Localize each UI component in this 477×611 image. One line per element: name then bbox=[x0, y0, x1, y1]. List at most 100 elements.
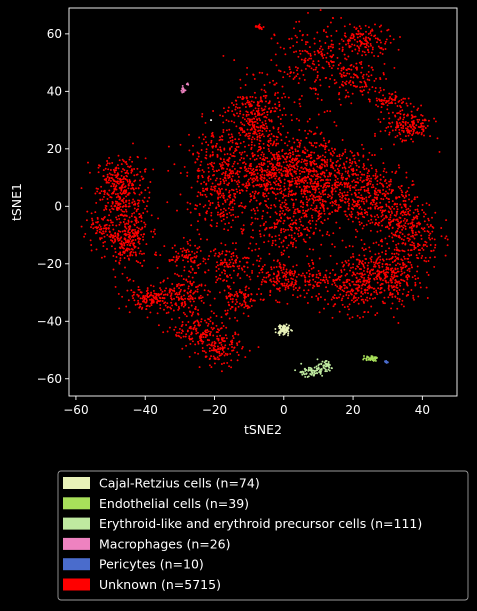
data-point bbox=[367, 261, 370, 264]
data-point bbox=[397, 249, 400, 252]
data-point bbox=[347, 170, 350, 173]
data-point bbox=[334, 202, 336, 205]
data-point bbox=[198, 233, 201, 236]
data-point bbox=[275, 142, 278, 145]
data-point bbox=[194, 351, 196, 354]
data-point bbox=[226, 312, 229, 315]
data-point bbox=[229, 261, 232, 264]
data-point bbox=[256, 209, 259, 212]
data-point bbox=[417, 107, 420, 110]
data-point bbox=[301, 201, 304, 204]
data-point bbox=[353, 301, 355, 304]
data-point bbox=[342, 281, 345, 284]
data-point bbox=[343, 287, 346, 290]
data-point bbox=[421, 122, 424, 125]
data-point bbox=[374, 253, 377, 256]
data-point bbox=[166, 302, 169, 305]
data-point bbox=[197, 309, 200, 312]
data-point bbox=[176, 285, 179, 288]
data-point bbox=[373, 196, 376, 199]
data-point bbox=[120, 163, 123, 166]
data-point bbox=[360, 268, 362, 271]
data-point bbox=[225, 179, 228, 182]
data-point bbox=[298, 154, 301, 157]
data-point bbox=[374, 203, 377, 206]
data-point bbox=[424, 240, 427, 243]
data-point bbox=[402, 219, 405, 222]
data-point bbox=[389, 263, 391, 266]
data-point bbox=[209, 224, 212, 227]
data-point bbox=[190, 295, 193, 298]
data-point bbox=[348, 308, 350, 311]
data-point bbox=[215, 315, 218, 317]
data-point bbox=[219, 138, 222, 141]
data-point bbox=[400, 220, 403, 223]
data-point bbox=[429, 256, 432, 259]
data-point bbox=[411, 276, 414, 279]
data-point bbox=[270, 119, 273, 122]
data-point bbox=[128, 205, 131, 208]
data-point bbox=[292, 137, 295, 140]
data-point bbox=[216, 261, 218, 264]
data-point bbox=[234, 316, 236, 319]
data-point bbox=[216, 213, 219, 216]
data-point bbox=[328, 234, 331, 237]
data-point bbox=[355, 189, 357, 192]
data-point bbox=[187, 287, 190, 290]
data-point bbox=[329, 254, 332, 257]
plot-area bbox=[69, 8, 457, 396]
data-point bbox=[274, 281, 276, 284]
data-point bbox=[318, 229, 321, 232]
data-point bbox=[212, 334, 215, 337]
data-point bbox=[227, 163, 230, 166]
data-point bbox=[331, 283, 334, 286]
data-point bbox=[232, 172, 235, 174]
data-point bbox=[416, 265, 419, 268]
data-point bbox=[352, 255, 355, 258]
data-point bbox=[99, 238, 102, 241]
data-point bbox=[246, 154, 249, 157]
data-point bbox=[360, 239, 363, 241]
data-point bbox=[235, 142, 238, 145]
data-point bbox=[100, 227, 103, 230]
data-point bbox=[233, 199, 236, 202]
data-point bbox=[146, 316, 149, 319]
data-point bbox=[124, 208, 127, 211]
data-point bbox=[348, 245, 351, 247]
data-point bbox=[365, 223, 368, 226]
data-point bbox=[178, 287, 181, 290]
data-point bbox=[380, 206, 383, 209]
data-point bbox=[319, 278, 322, 281]
data-point bbox=[280, 190, 283, 193]
data-point bbox=[304, 276, 307, 279]
data-point bbox=[213, 174, 215, 176]
data-point bbox=[137, 247, 140, 250]
data-point bbox=[292, 202, 295, 205]
data-point bbox=[144, 294, 147, 297]
data-point bbox=[334, 284, 337, 287]
data-point bbox=[155, 254, 158, 257]
data-point bbox=[166, 306, 169, 309]
data-point bbox=[361, 213, 364, 216]
data-point bbox=[317, 175, 320, 178]
data-point bbox=[398, 289, 401, 291]
data-point bbox=[416, 217, 419, 220]
data-point bbox=[291, 193, 293, 196]
data-point bbox=[212, 327, 215, 330]
data-point bbox=[403, 203, 406, 206]
data-point bbox=[394, 203, 397, 206]
data-point bbox=[268, 226, 271, 229]
data-point bbox=[194, 244, 197, 247]
data-point bbox=[180, 332, 183, 335]
data-point bbox=[318, 191, 321, 194]
data-point bbox=[237, 115, 240, 118]
data-point bbox=[213, 162, 216, 165]
data-point bbox=[311, 274, 314, 277]
data-point bbox=[275, 212, 278, 215]
data-point bbox=[148, 191, 151, 194]
data-point bbox=[241, 102, 244, 105]
data-point bbox=[330, 147, 333, 150]
data-point bbox=[410, 263, 413, 266]
data-point bbox=[414, 233, 417, 236]
data-point bbox=[397, 227, 399, 230]
